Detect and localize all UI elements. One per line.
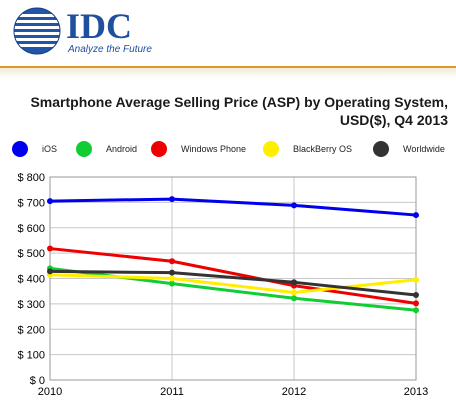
series-line-worldwide <box>49 269 417 297</box>
legend-dot-blackberry-os <box>263 141 279 157</box>
header: IDC Analyze the Future <box>0 0 456 66</box>
data-point-blackberry-os <box>291 289 297 296</box>
data-point-ios <box>47 198 53 205</box>
legend-label-blackberry-os: BlackBerry OS <box>293 144 353 154</box>
legend-label-worldwide: Worldwide <box>403 144 445 154</box>
y-tick-label: $ 400 <box>17 274 45 286</box>
data-point-windows-phone <box>413 300 419 307</box>
y-tick-label: $ 500 <box>17 248 45 260</box>
x-tick-label: 2013 <box>404 386 428 398</box>
data-point-windows-phone <box>47 245 53 252</box>
y-tick-label: $ 700 <box>17 197 45 209</box>
series-line-windows-phone <box>49 247 417 305</box>
data-point-ios <box>413 212 419 219</box>
data-point-worldwide <box>291 279 297 286</box>
legend-dot-windows-phone <box>151 141 167 157</box>
y-tick-label: $ 0 <box>30 375 45 387</box>
data-point-ios <box>169 196 175 203</box>
logo-text: IDC <box>66 6 133 46</box>
data-point-worldwide <box>413 291 419 298</box>
y-tick-label: $ 100 <box>17 350 45 362</box>
header-fade <box>0 68 456 78</box>
data-point-windows-phone <box>169 258 175 265</box>
x-tick-label: 2011 <box>160 386 184 398</box>
series-line-ios <box>49 197 417 217</box>
y-tick-label: $ 800 <box>17 172 45 184</box>
x-tick-label: 2010 <box>38 386 62 398</box>
legend-dot-android <box>76 141 92 157</box>
legend-label-windows-phone: Windows Phone <box>181 144 247 154</box>
data-point-android <box>291 295 297 302</box>
idc-globe-icon <box>13 7 61 55</box>
data-point-android <box>413 307 419 314</box>
series-line-blackberry-os <box>49 273 417 294</box>
data-point-blackberry-os <box>169 275 175 282</box>
data-point-worldwide <box>47 268 53 275</box>
header-rule <box>0 66 456 68</box>
x-tick-label: 2012 <box>282 386 306 398</box>
y-tick-label: $ 300 <box>17 299 45 311</box>
data-point-worldwide <box>169 269 175 276</box>
line-chart: $ 800 $ 700 $ 600 $ 500 $ 400 $ 300 $ 200 $ 100… <box>17 172 428 398</box>
legend-label-ios: iOS <box>42 144 58 154</box>
chart-title-line-2: USD($), Q4 2013 <box>339 112 448 128</box>
tagline: Analyze the Future <box>68 44 152 55</box>
chart-title-line-1: Smartphone Average Selling Price (ASP) b… <box>30 94 448 110</box>
legend-dot-worldwide <box>373 141 389 157</box>
y-tick-label: $ 200 <box>17 324 45 336</box>
y-tick-label: $ 600 <box>17 223 45 235</box>
legend-label-android: Android <box>106 144 138 154</box>
legend-dot-ios <box>12 141 28 157</box>
legend: iOS Android Windows Phone BlackBerry OS … <box>0 140 456 162</box>
data-point-android <box>169 280 175 287</box>
data-point-blackberry-os <box>413 276 419 283</box>
data-point-ios <box>291 202 297 209</box>
